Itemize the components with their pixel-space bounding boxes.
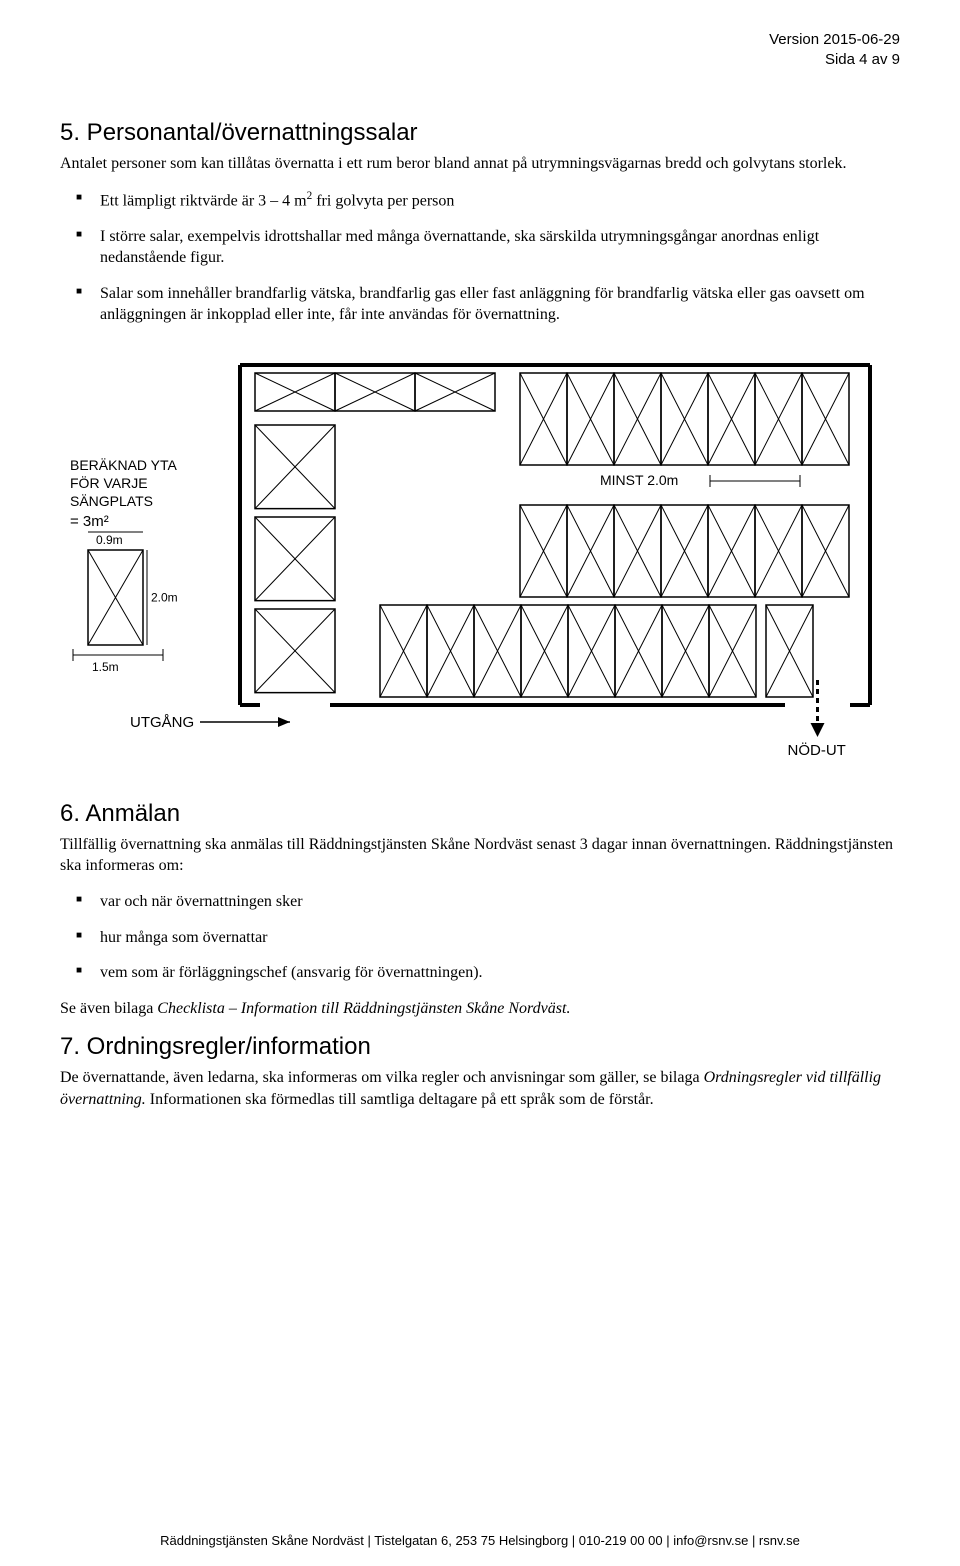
svg-text:2.0m: 2.0m bbox=[151, 590, 178, 604]
header-version: Version 2015-06-29 Sida 4 av 9 bbox=[60, 30, 900, 69]
section6-heading: 6. Anmälan bbox=[60, 800, 900, 828]
svg-text:1.5m: 1.5m bbox=[92, 660, 119, 674]
section5-bullet-3: Salar som innehåller brandfarlig vätska,… bbox=[100, 283, 900, 326]
svg-text:0.9m: 0.9m bbox=[96, 533, 123, 547]
section5-heading: 5. Personantal/övernattningssalar bbox=[60, 119, 900, 147]
section5-intro: Antalet personer som kan tillåtas överna… bbox=[60, 153, 900, 175]
section7-body: De övernattande, även ledarna, ska infor… bbox=[60, 1067, 900, 1110]
version-line: Version 2015-06-29 bbox=[60, 30, 900, 50]
section5-bullet-2: I större salar, exempelvis idrottshallar… bbox=[100, 226, 900, 269]
svg-text:FÖR VARJE: FÖR VARJE bbox=[70, 474, 148, 491]
section6-bullet-2: hur många som övernattar bbox=[100, 927, 900, 949]
section6-intro: Tillfällig övernattning ska anmälas till… bbox=[60, 834, 900, 877]
section5-bullet-1: Ett lämpligt riktvärde är 3 – 4 m2 fri g… bbox=[100, 189, 900, 212]
svg-text:UTGÅNG: UTGÅNG bbox=[130, 714, 194, 731]
svg-text:SÄNGPLATS: SÄNGPLATS bbox=[70, 493, 153, 509]
section7-heading: 7. Ordningsregler/information bbox=[60, 1033, 900, 1061]
floorplan-diagram: MINST 2.0m UTGÅNG NÖD-UT BERÄKNAD YTAFÖR VA… bbox=[60, 350, 900, 770]
svg-text:MINST 2.0m: MINST 2.0m bbox=[600, 472, 678, 488]
svg-text:= 3m²: = 3m² bbox=[70, 513, 109, 530]
section5-list: Ett lämpligt riktvärde är 3 – 4 m2 fri g… bbox=[60, 189, 900, 326]
page-line: Sida 4 av 9 bbox=[60, 50, 900, 70]
page-footer: Räddningstjänsten Skåne Nordväst | Tiste… bbox=[0, 1533, 960, 1548]
svg-text:BERÄKNAD YTA: BERÄKNAD YTA bbox=[70, 457, 178, 473]
section6-bullet-1: var och när övernattningen sker bbox=[100, 891, 900, 913]
section6-bullet-3: vem som är förläggningschef (ansvarig fö… bbox=[100, 962, 900, 984]
section6-list: var och när övernattningen sker hur mång… bbox=[60, 891, 900, 984]
section6-outro: Se även bilaga Checklista – Information … bbox=[60, 998, 900, 1020]
svg-text:NÖD-UT: NÖD-UT bbox=[788, 741, 846, 759]
